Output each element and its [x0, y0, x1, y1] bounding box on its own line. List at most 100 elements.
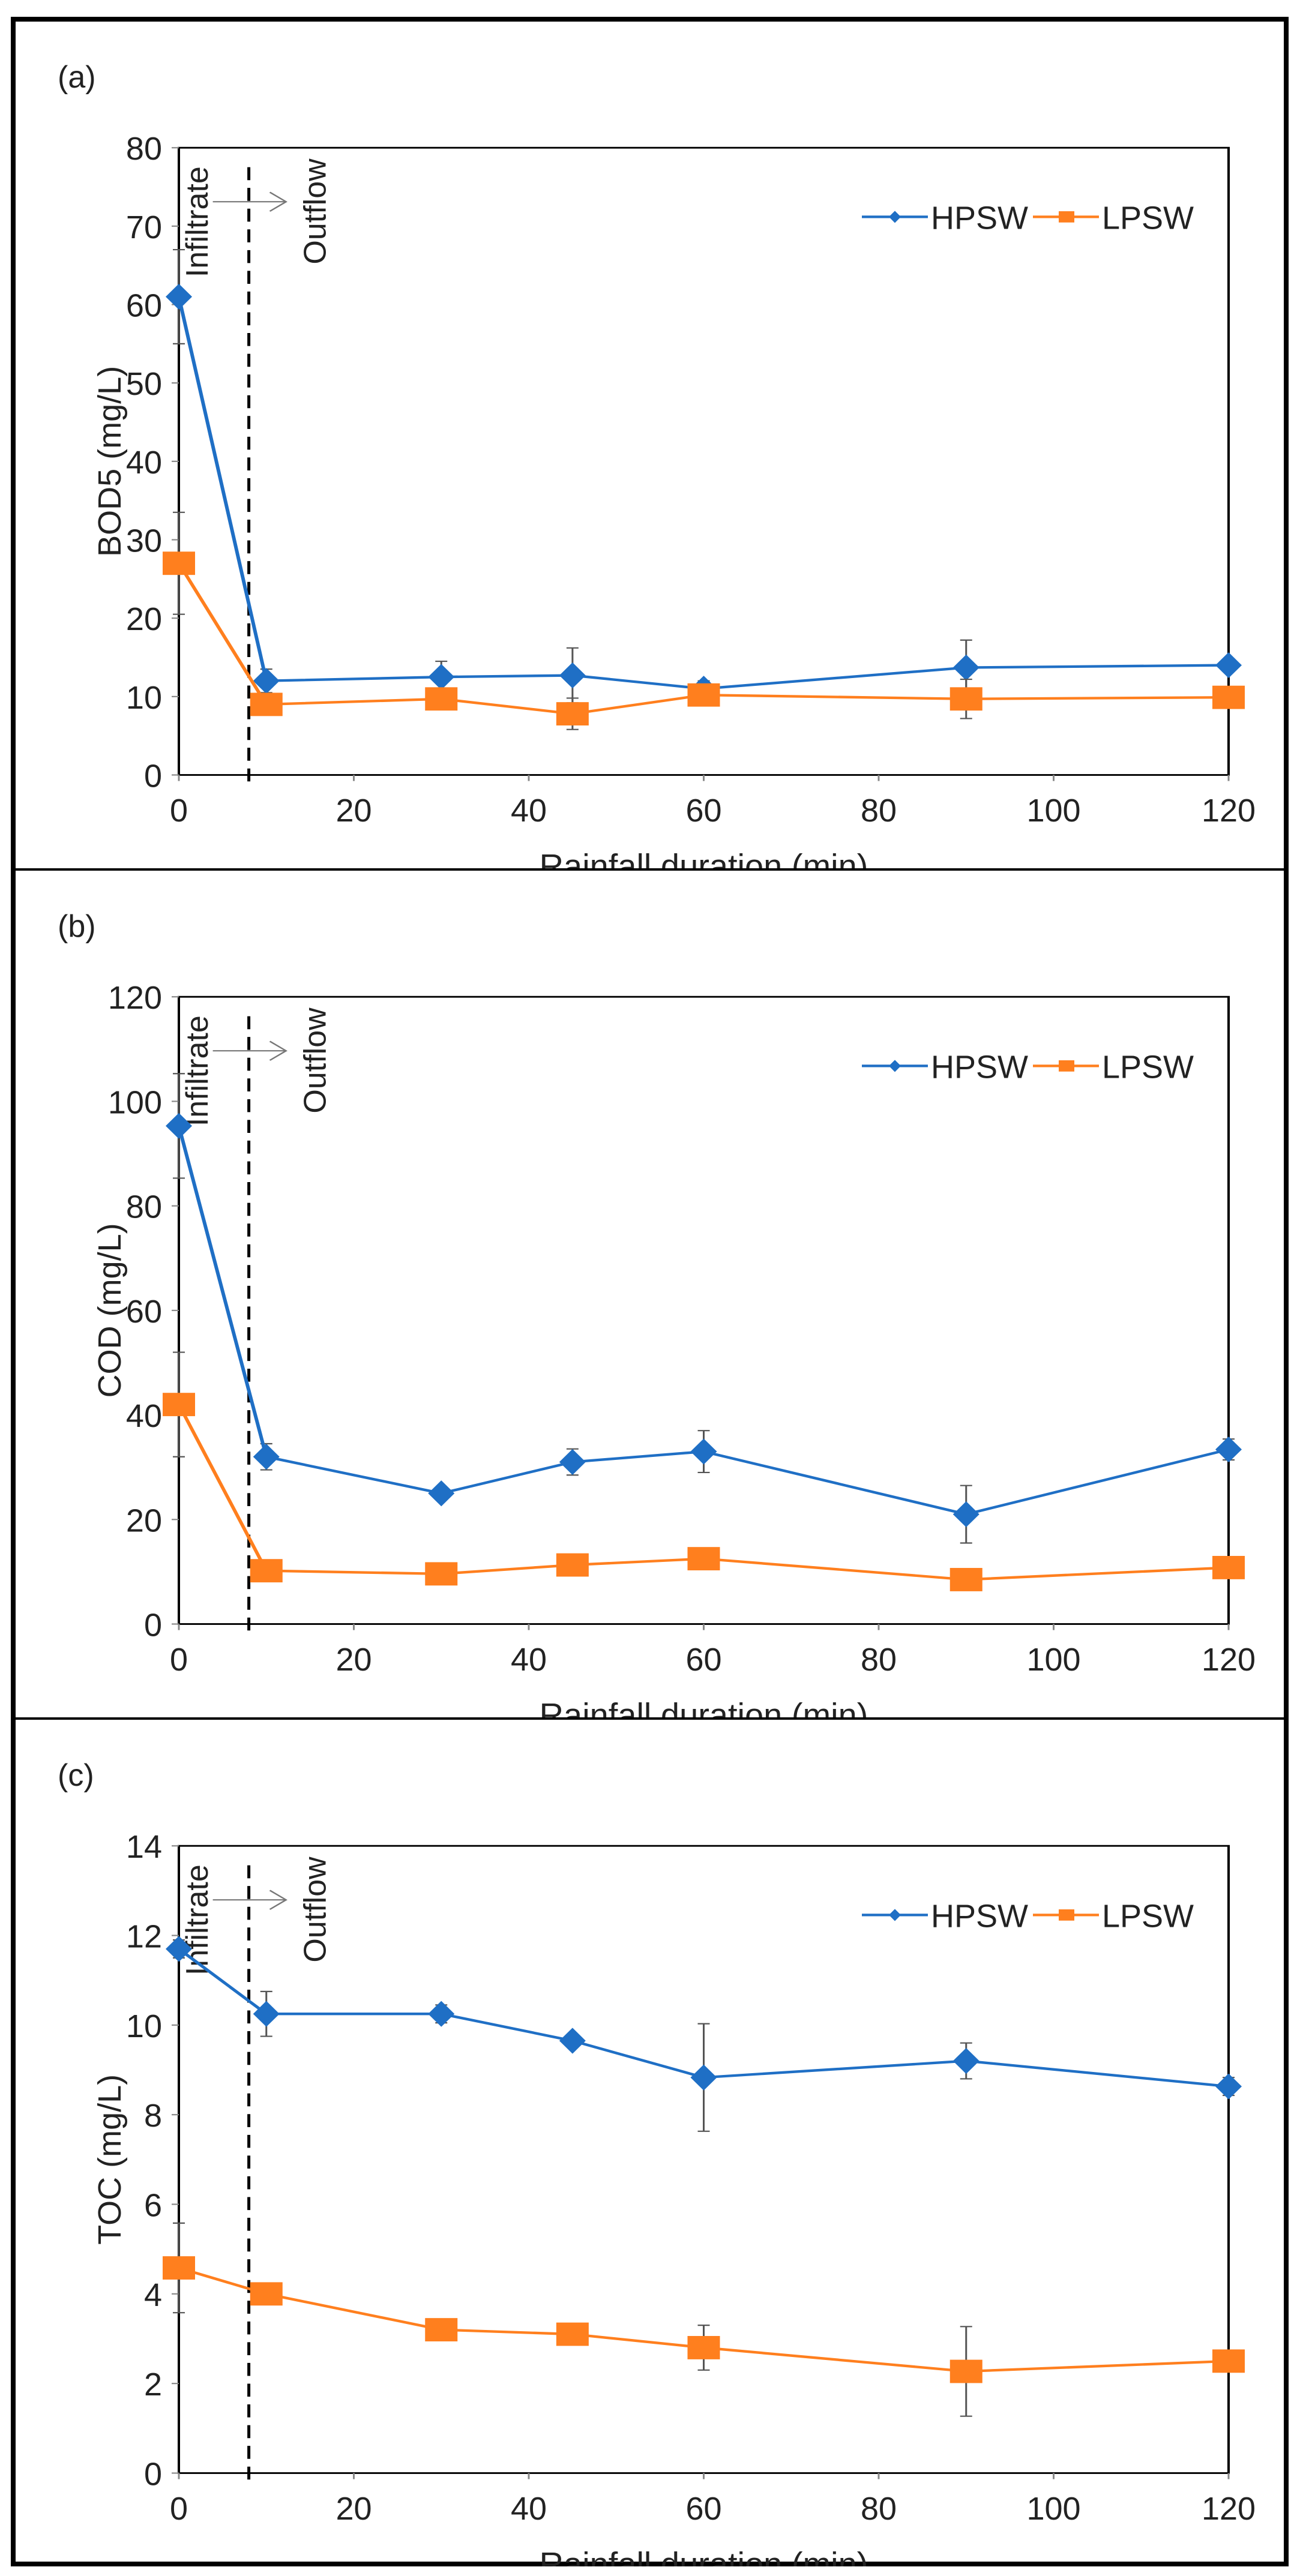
legend-marker-diamond-icon	[889, 1909, 901, 1921]
data-point-lpsw	[556, 1553, 589, 1577]
plot-area-border	[178, 995, 1230, 1625]
annotation-infiltrate: Infiltrate	[180, 166, 215, 277]
data-point-lpsw	[687, 1547, 720, 1571]
data-point-lpsw	[1212, 2349, 1245, 2373]
plot-group: 0 20 40 60 80 100 120 0 20 40 60 80 100 120 Rainfall d…	[92, 980, 1256, 1717]
data-point-lpsw	[949, 1568, 983, 1591]
data-point-hpsw	[559, 1449, 586, 1476]
panel-label: (c)	[58, 1758, 94, 1793]
x-tick-label: 120	[1202, 1642, 1256, 1678]
data-point-hpsw	[690, 2064, 717, 2091]
y-tick-label: 4	[144, 2277, 162, 2313]
annotation-infiltrate: Infiltrate	[180, 1015, 215, 1126]
legend-label-hpsw: HPSW	[931, 1049, 1028, 1085]
data-point-lpsw	[1212, 685, 1245, 709]
arrow-head-icon	[269, 191, 287, 212]
plot-area-border	[178, 1845, 1230, 2474]
y-tick-label: 60	[126, 1294, 162, 1330]
y-tick-label: 80	[126, 131, 162, 167]
x-tick-label: 100	[1026, 1642, 1080, 1678]
x-tick-label: 60	[685, 2491, 721, 2527]
data-point-lpsw	[556, 2322, 589, 2346]
x-tick-label: 20	[336, 1642, 372, 1678]
x-tick-label: 80	[861, 793, 897, 829]
data-point-hpsw	[166, 1112, 192, 1139]
y-tick-label: 0	[144, 2457, 162, 2493]
y-tick-label: 60	[126, 288, 162, 324]
y-tick-label: 40	[126, 1398, 162, 1434]
data-point-hpsw	[952, 654, 980, 681]
data-point-hpsw	[559, 662, 586, 689]
data-point-lpsw	[949, 687, 983, 711]
annotation-outflow: Outflow	[298, 158, 333, 265]
panel-a: (a) 0 10 20 30 40 50 60 70 80 0 20 40 60 80 100 120 Rainf…	[16, 22, 1284, 868]
data-point-lpsw	[163, 2256, 195, 2280]
data-point-lpsw	[163, 551, 195, 575]
data-point-lpsw	[949, 2359, 983, 2383]
data-point-hpsw	[428, 2001, 455, 2027]
data-point-lpsw	[425, 687, 458, 711]
x-axis-title: Rainfall duration (min)	[540, 2545, 868, 2566]
x-tick-label: 40	[511, 1642, 547, 1678]
y-tick-label: 70	[126, 209, 162, 245]
y-tick-label: 40	[126, 445, 162, 481]
data-point-hpsw	[690, 1438, 717, 1465]
data-point-lpsw	[425, 1562, 458, 1586]
chart-b: (b) 0 20 40 60 80 100 120 0 20 40 60 80 100 120 Rainfal…	[58, 909, 1256, 1717]
annotation-outflow: Outflow	[298, 1007, 333, 1114]
x-tick-label: 0	[170, 793, 188, 829]
data-point-hpsw	[253, 1444, 280, 1470]
y-tick-label: 20	[126, 1503, 162, 1539]
legend-label-lpsw: LPSW	[1102, 1049, 1194, 1085]
y-tick-label: 0	[144, 1608, 162, 1644]
data-point-lpsw	[250, 2282, 283, 2306]
data-point-lpsw	[1212, 1555, 1245, 1579]
annotation-infiltrate: Infiltrate	[180, 1864, 215, 1975]
data-point-hpsw	[1215, 2073, 1242, 2100]
y-tick-label: 120	[108, 980, 162, 1016]
data-point-hpsw	[952, 2048, 980, 2074]
x-tick-label: 60	[685, 1642, 721, 1678]
x-tick-label: 20	[336, 793, 372, 829]
x-tick-label: 100	[1026, 2491, 1080, 2527]
x-axis-title: Rainfall duration (min)	[540, 1696, 868, 1717]
data-point-lpsw	[250, 692, 283, 716]
plot-group: 0 10 20 30 40 50 60 70 80 0 20 40 60 80 100 120 Rainfall…	[92, 131, 1256, 868]
data-point-hpsw	[253, 2001, 280, 2027]
x-tick-label: 100	[1026, 793, 1080, 829]
y-tick-label: 80	[126, 1189, 162, 1225]
x-tick-label: 80	[861, 1642, 897, 1678]
panel-label: (a)	[58, 60, 96, 95]
arrow-head-icon	[269, 1040, 287, 1061]
panel-b: (b) 0 20 40 60 80 100 120 0 20 40 60 80 100 120 Rainfal…	[16, 868, 1284, 1717]
x-tick-label: 0	[170, 2491, 188, 2527]
x-tick-label: 80	[861, 2491, 897, 2527]
legend-marker-square-icon	[1059, 1060, 1074, 1072]
y-tick-label: 50	[126, 366, 162, 402]
data-point-hpsw	[166, 283, 192, 310]
x-tick-label: 0	[170, 1642, 188, 1678]
x-tick-label: 120	[1202, 2491, 1256, 2527]
data-point-lpsw	[425, 2318, 458, 2342]
y-tick-label: 30	[126, 523, 162, 559]
chart-c: (c) 0 2 4 6 8 10 12 14 0 20 40 60 80 100 120 Rainfall du…	[58, 1758, 1256, 2566]
y-tick-label: 20	[126, 601, 162, 637]
y-tick-label: 8	[144, 2098, 162, 2134]
data-point-lpsw	[556, 702, 589, 726]
x-tick-label: 40	[511, 793, 547, 829]
x-axis-title: Rainfall duration (min)	[540, 847, 868, 868]
legend-label-lpsw: LPSW	[1102, 1898, 1194, 1934]
y-tick-label: 6	[144, 2188, 162, 2224]
legend-label-hpsw: HPSW	[931, 1898, 1028, 1934]
data-point-hpsw	[952, 1501, 980, 1528]
panel-c: (c) 0 2 4 6 8 10 12 14 0 20 40 60 80 100 120 Rainfall du…	[16, 1717, 1284, 2566]
series-line-hpsw	[177, 296, 1229, 690]
data-point-lpsw	[687, 2336, 720, 2359]
data-point-hpsw	[428, 664, 455, 690]
y-tick-label: 12	[126, 1919, 162, 1955]
y-axis-title: BOD5 (mg/L)	[92, 366, 128, 557]
legend-label-hpsw: HPSW	[931, 200, 1028, 236]
y-tick-label: 100	[108, 1084, 162, 1120]
y-tick-label: 14	[126, 1829, 162, 1865]
x-tick-label: 60	[685, 793, 721, 829]
